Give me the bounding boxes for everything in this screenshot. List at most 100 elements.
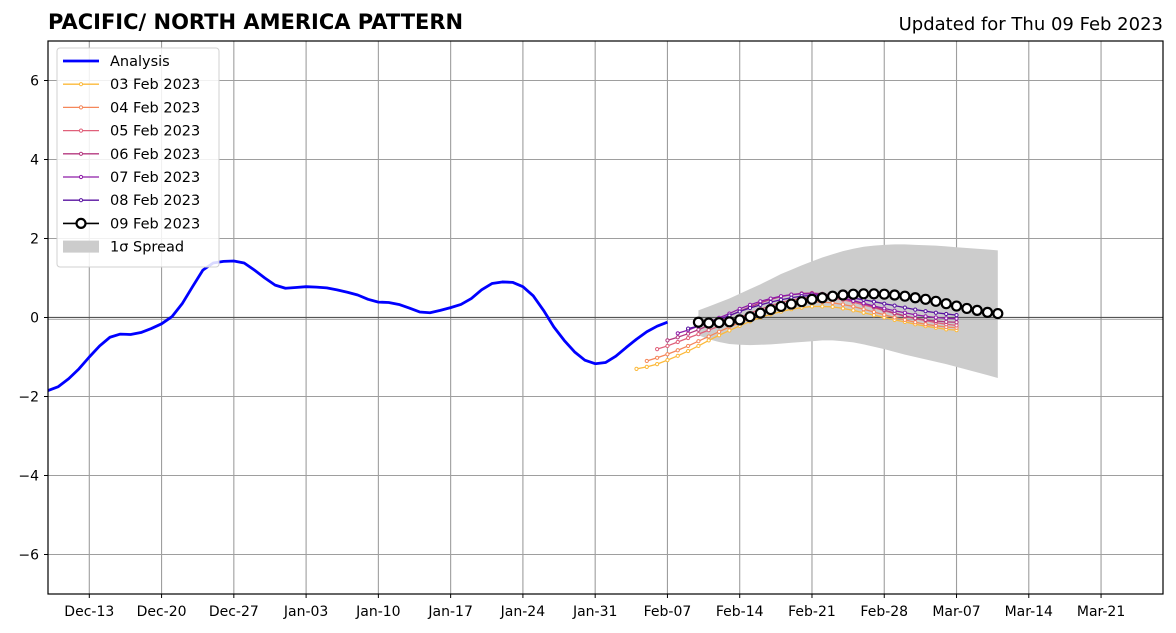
- forecast-point: [892, 308, 897, 313]
- forecast-point: [954, 316, 959, 321]
- plot-frame: [47, 40, 1164, 595]
- forecast-point: [778, 294, 784, 299]
- forecast-point: [758, 299, 763, 304]
- legend-label: 07 Feb 2023: [110, 170, 200, 186]
- forecast-point: [861, 301, 866, 306]
- forecast-point: [992, 307, 1004, 320]
- forecast-point: [871, 309, 877, 315]
- forecast-point: [696, 343, 701, 349]
- forecast-point: [933, 310, 938, 315]
- chart-title: PACIFIC/ NORTH AMERICA PATTERN: [48, 10, 463, 34]
- forecast-point: [840, 302, 846, 307]
- tick-labels: Dec-13 Dec-20 Dec-27 Jan-03 Jan-10 Jan-17 Jan-…: [18, 74, 1125, 621]
- forecast-point: [716, 329, 722, 334]
- forecast-point: [665, 352, 670, 357]
- forecast-point: [655, 355, 660, 360]
- spread-band: [698, 244, 998, 378]
- y-tick-label: 0: [30, 311, 39, 327]
- x-tick-label: Jan-24: [500, 604, 546, 620]
- forecast-point: [858, 288, 870, 300]
- forecast-point: [892, 303, 897, 308]
- legend-label: 04 Feb 2023: [110, 100, 200, 116]
- forecast-point: [981, 306, 994, 318]
- legend-label: 03 Feb 2023: [110, 77, 200, 93]
- legend-item: 04 Feb 2023: [63, 100, 200, 116]
- forecast-point: [913, 320, 918, 325]
- forecast-point: [796, 296, 808, 308]
- legend-swatch: [63, 240, 99, 253]
- forecast-point: [747, 305, 753, 311]
- forecast-point: [830, 304, 835, 309]
- spread-band-layer: [698, 244, 998, 378]
- forecast-point: [785, 298, 797, 310]
- forecast-point: [882, 306, 887, 311]
- legend-item: 08 Feb 2023: [63, 193, 200, 209]
- legend-label: Analysis: [110, 54, 170, 70]
- forecast-point: [685, 331, 691, 336]
- forecast-point: [685, 326, 691, 331]
- x-tick-label: Feb-28: [860, 604, 908, 620]
- forecast-point: [716, 333, 722, 338]
- forecast-point: [871, 299, 877, 304]
- axes-frame: [44, 40, 1164, 598]
- forecast-point: [933, 318, 938, 324]
- forecast-point: [923, 317, 928, 322]
- updated-label: Updated for Thu 09 Feb 2023: [899, 14, 1163, 35]
- forecast-point: [809, 304, 815, 309]
- forecast-point: [706, 328, 711, 333]
- x-tick-label: Feb-14: [716, 604, 764, 620]
- x-tick-label: Jan-31: [572, 604, 617, 620]
- x-tick-label: Feb-21: [788, 604, 836, 620]
- forecast-point: [685, 343, 691, 349]
- forecast-point: [696, 339, 701, 344]
- legend-item: 07 Feb 2023: [63, 170, 200, 186]
- forecast-point: [634, 366, 639, 371]
- x-tick-label: Dec-20: [137, 604, 187, 620]
- forecast-point: [923, 322, 928, 327]
- forecast-point: [923, 314, 928, 319]
- forecast-point: [706, 334, 711, 339]
- forecast-point: [868, 288, 880, 300]
- y-tick-label: 2: [30, 232, 39, 248]
- legend-marker: [78, 82, 84, 87]
- forecast-point: [744, 311, 756, 323]
- forecast-point: [685, 335, 691, 341]
- zero-line-layer: [48, 316, 1163, 320]
- legend-item: 05 Feb 2023: [63, 124, 200, 140]
- forecast-point: [899, 290, 911, 302]
- legend: Analysis 03 Feb 2023 04 Feb 2023 05 Feb 202…: [56, 47, 220, 268]
- legend-marker: [75, 217, 87, 229]
- forecast-point: [820, 304, 825, 309]
- forecast-point: [706, 338, 711, 343]
- y-tick-label: 4: [30, 153, 39, 169]
- legend-marker: [78, 198, 84, 203]
- forecast-point: [768, 296, 773, 301]
- forecast-point: [913, 312, 918, 317]
- forecast-series: [692, 288, 1004, 329]
- forecast-point: [758, 302, 763, 307]
- forecast-point: [837, 289, 849, 301]
- legend-box: [56, 47, 220, 268]
- forecast-point: [902, 305, 907, 310]
- forecast-point: [713, 317, 725, 329]
- forecast-point: [816, 292, 828, 304]
- forecast-point: [685, 348, 691, 354]
- legend-item: 1σ Spread: [63, 240, 184, 256]
- legend-item: 09 Feb 2023: [63, 216, 200, 232]
- forecast-point: [888, 289, 901, 301]
- x-tick-label: Mar-21: [1077, 604, 1125, 620]
- series-layer: [47, 259, 1004, 392]
- forecast-point: [655, 347, 660, 352]
- x-tick-label: Jan-03: [283, 604, 328, 620]
- y-tick-label: −4: [18, 469, 39, 485]
- forecast-point: [944, 316, 949, 321]
- forecast-point: [754, 307, 766, 319]
- forecast-point: [644, 358, 649, 364]
- analysis-line: [47, 259, 668, 392]
- forecast-point: [675, 335, 680, 340]
- forecast-point: [675, 339, 680, 345]
- forecast-point: [840, 306, 846, 311]
- legend-item: 03 Feb 2023: [63, 77, 200, 93]
- forecast-point: [971, 304, 983, 316]
